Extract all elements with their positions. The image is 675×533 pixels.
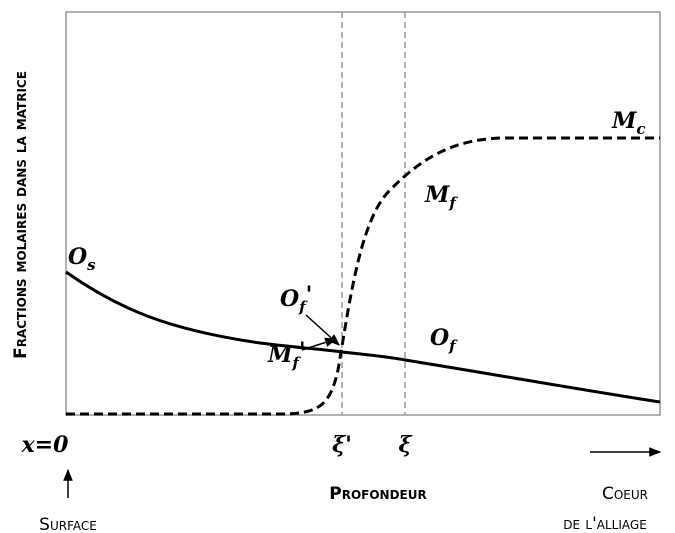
prime: ' bbox=[299, 338, 306, 364]
subscript: c bbox=[636, 120, 645, 138]
o-s-label: Os bbox=[68, 244, 96, 274]
o-f-label: Of bbox=[430, 325, 458, 355]
xi-label: ξ bbox=[398, 432, 412, 458]
symbol: M bbox=[611, 108, 637, 134]
o-f-prime-label: Of' bbox=[280, 282, 312, 316]
y-axis-label: Fractions molaires dans la matrice bbox=[11, 71, 31, 359]
m-f-prime-arrow bbox=[301, 337, 338, 351]
subscript: f bbox=[448, 194, 458, 212]
symbol: O bbox=[280, 286, 299, 312]
x-zero-label: x=0 bbox=[21, 432, 70, 458]
prime: ' bbox=[345, 432, 352, 458]
core-caption: de l'alliage bbox=[563, 514, 647, 533]
symbol: O bbox=[430, 325, 449, 351]
subscript: f bbox=[298, 298, 308, 316]
symbol: O bbox=[68, 244, 87, 270]
o-f-prime-arrow bbox=[305, 314, 340, 346]
prime: ' bbox=[306, 282, 313, 308]
m-c-label: Mc bbox=[611, 108, 646, 138]
xi-prime-label: ξ' bbox=[332, 432, 352, 458]
metal-curve bbox=[66, 136, 660, 416]
symbol: M bbox=[424, 182, 450, 208]
surface-caption: Surface bbox=[39, 515, 97, 533]
core-caption: Coeur bbox=[602, 484, 648, 504]
x-axis-label: Profondeur bbox=[329, 484, 427, 504]
subscript: f bbox=[291, 354, 301, 372]
oxygen-curve bbox=[65, 270, 661, 404]
symbol: ξ bbox=[332, 432, 346, 458]
symbol: ξ bbox=[398, 432, 412, 458]
subscript: s bbox=[87, 256, 96, 274]
subscript: f bbox=[448, 337, 458, 355]
m-f-prime-label: Mf' bbox=[267, 338, 306, 372]
plot-frame bbox=[65, 11, 661, 416]
symbol: M bbox=[267, 342, 293, 368]
m-f-label: Mf bbox=[424, 182, 458, 212]
